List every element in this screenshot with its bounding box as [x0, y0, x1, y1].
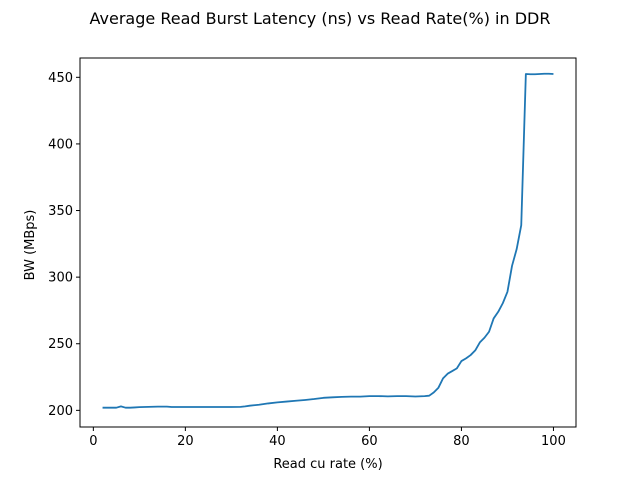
x-tick-label-100: 100 [541, 434, 566, 449]
x-tick-label-40: 40 [269, 434, 286, 449]
y-axis-label: BW (MBps) [23, 210, 38, 281]
plot-area: 0 20 40 60 80 100 200 250 300 350 400 450 [48, 57, 577, 449]
y-tick-label-350: 350 [48, 204, 73, 219]
x-axis-label: Read cu rate (%) [273, 457, 382, 472]
y-tick-label-450: 450 [48, 71, 73, 86]
y-tick-label-300: 300 [48, 271, 73, 286]
y-tick-label-250: 250 [48, 337, 73, 352]
series-line-0 [102, 72, 554, 409]
x-tick-label-0: 0 [89, 434, 97, 449]
x-tick-label-60: 60 [361, 434, 378, 449]
y-tick-label-400: 400 [48, 137, 73, 152]
y-tick-label-200: 200 [48, 404, 73, 419]
chart-title: Average Read Burst Latency (ns) vs Read … [90, 9, 551, 28]
axes-frame [79, 57, 577, 428]
x-tick-label-80: 80 [453, 434, 470, 449]
x-tick-label-20: 20 [177, 434, 194, 449]
